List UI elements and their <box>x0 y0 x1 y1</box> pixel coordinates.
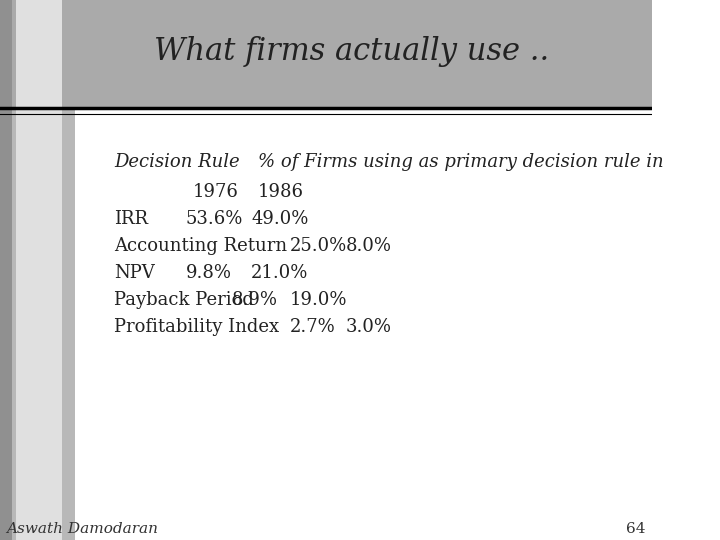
Text: Decision Rule: Decision Rule <box>114 153 240 171</box>
FancyBboxPatch shape <box>0 0 12 540</box>
Text: IRR: IRR <box>114 210 148 228</box>
Text: 8.9%: 8.9% <box>231 291 277 309</box>
Text: NPV: NPV <box>114 264 155 282</box>
FancyBboxPatch shape <box>0 0 75 540</box>
Text: 3.0%: 3.0% <box>346 318 392 336</box>
Text: 1986: 1986 <box>258 183 304 201</box>
Text: 19.0%: 19.0% <box>290 291 348 309</box>
Text: Accounting Return: Accounting Return <box>114 237 287 255</box>
Text: 1976: 1976 <box>192 183 238 201</box>
Text: Payback Period: Payback Period <box>114 291 254 309</box>
Text: 9.8%: 9.8% <box>186 264 232 282</box>
Text: Aswath Damodaran: Aswath Damodaran <box>6 522 158 536</box>
Text: 64: 64 <box>626 522 645 536</box>
Text: 53.6%: 53.6% <box>186 210 243 228</box>
Text: Profitability Index: Profitability Index <box>114 318 279 336</box>
Text: 49.0%: 49.0% <box>251 210 308 228</box>
FancyBboxPatch shape <box>0 0 652 108</box>
FancyBboxPatch shape <box>17 0 62 540</box>
Text: 8.0%: 8.0% <box>346 237 392 255</box>
Text: 25.0%: 25.0% <box>290 237 347 255</box>
Text: % of Firms using as primary decision rule in: % of Firms using as primary decision rul… <box>258 153 663 171</box>
Text: 21.0%: 21.0% <box>251 264 308 282</box>
Text: What firms actually use ..: What firms actually use .. <box>154 36 549 67</box>
Text: 2.7%: 2.7% <box>290 318 336 336</box>
